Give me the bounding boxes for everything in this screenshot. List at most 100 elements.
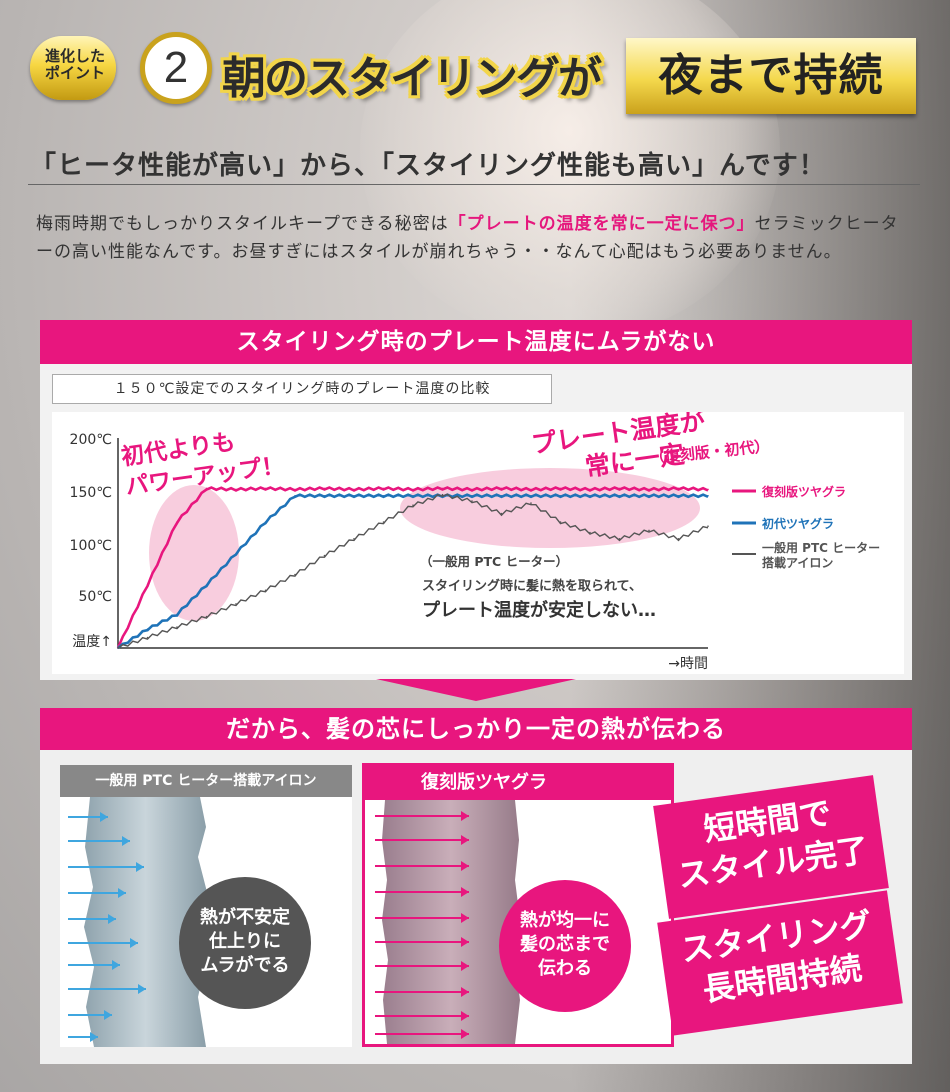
series-1-point-20	[707, 494, 709, 497]
arrowhead-4	[108, 914, 116, 924]
series-line-2	[117, 493, 709, 649]
lead-text-1: 梅雨時期でもしっかりスタイルキープできる秘密は	[36, 214, 449, 234]
y-tick-150: 150℃	[70, 485, 112, 501]
series-1-point-13	[500, 494, 503, 497]
ptc-bubble	[179, 877, 311, 1009]
ptc-bubble-text: 熱が不安定仕上りにムラがでる	[200, 906, 290, 976]
revival-bubble	[499, 880, 631, 1012]
series-2-point-19	[677, 538, 680, 540]
badge-number: 2	[140, 32, 212, 104]
series-0-point-9	[382, 487, 385, 490]
heat-section-title: だから、髪の芯にしっかり一定の熱が伝わる	[40, 708, 912, 750]
arrowhead-8	[461, 1011, 469, 1021]
series-0-point-19	[677, 487, 680, 490]
arrowhead-0	[100, 812, 108, 822]
arrowhead-2	[136, 862, 144, 872]
series-0-point-4	[235, 488, 237, 491]
y-tick-50: 50℃	[78, 589, 112, 605]
series-0-point-5	[264, 487, 267, 490]
arrowhead-8	[104, 1010, 112, 1020]
series-0-point-16	[589, 488, 591, 491]
series-2-point-11	[441, 493, 444, 496]
series-0-point-3	[205, 487, 208, 490]
right-highlight-ellipse	[400, 468, 700, 548]
arrowhead-5	[130, 938, 138, 948]
arrowhead-2	[461, 861, 469, 871]
subheading-divider	[28, 184, 920, 185]
series-2-point-0	[117, 647, 119, 649]
arrowhead-3	[461, 887, 469, 897]
series-1-point-14	[530, 494, 532, 497]
series-1-point-17	[618, 494, 621, 497]
chart-caption: １５０℃設定でのスタイリング時のプレート温度の比較	[52, 374, 552, 404]
down-arrow	[376, 679, 576, 701]
hair-strand-gray	[84, 797, 207, 1047]
series-1-point-10	[412, 494, 414, 497]
series-2-point-18	[648, 529, 650, 532]
series-0-point-10	[412, 488, 414, 491]
ptc-note-2: スタイリング時に髪に熱を取られて、	[422, 578, 642, 594]
series-2-point-20	[707, 525, 709, 527]
series-0-point-2	[176, 521, 178, 523]
series-1-point-1	[146, 628, 149, 630]
series-2-point-4	[235, 603, 237, 605]
ptc-note-1: （一般用 PTC ヒーター）	[420, 554, 568, 569]
series-0-point-14	[530, 488, 532, 491]
ptc-card: 一般用 PTC ヒーター搭載アイロン 熱が不安定仕上りにムラがでる	[60, 765, 352, 1047]
subheading: 「ヒータ性能が高い」から、「スタイリング性能も高い」んです！	[30, 151, 826, 181]
series-1-point-18	[648, 494, 650, 497]
ptc-hair-illustration: 熱が不安定仕上りにムラがでる	[68, 797, 311, 1047]
series-layer	[116, 486, 709, 649]
series-0-point-13	[500, 487, 503, 490]
series-1-point-9	[382, 494, 385, 497]
series-2-point-5	[264, 589, 267, 592]
series-2-point-12	[471, 500, 473, 502]
left-highlight-ellipse	[149, 485, 239, 621]
series-2-point-13	[500, 512, 503, 515]
x-axis-label: →時間	[668, 656, 708, 672]
series-2-point-14	[530, 502, 532, 504]
evolution-badge	[30, 36, 116, 100]
headline-highlight: 夜まで持続	[658, 50, 884, 101]
series-2-point-8	[353, 538, 355, 540]
revival-hair-illustration: 熱が均一に髪の芯まで伝わる	[375, 800, 631, 1044]
lead-text-2: セラミックヒーターの高い性能なんです。お昼すぎにはスタイルが崩れちゃう・・なんて…	[36, 214, 899, 262]
series-0-point-15	[559, 487, 562, 490]
series-2-point-7	[323, 554, 326, 557]
pink-arrows	[375, 811, 469, 1039]
legend-revival: 復刻版ツヤグラ	[761, 484, 846, 499]
revival-card: 復刻版ツヤグラ 熱が均一に髪の芯まで伝わる	[362, 763, 674, 1047]
arrowhead-6	[461, 961, 469, 971]
arrowhead-1	[122, 836, 130, 846]
series-0-point-18	[648, 488, 650, 491]
series-2-point-1	[146, 636, 149, 639]
arrowhead-9	[90, 1032, 98, 1042]
y-axis-label: 温度↑	[72, 634, 112, 650]
revival-bubble-text: 熱が均一に髪の芯まで伝わる	[519, 909, 610, 979]
series-1-point-8	[353, 494, 355, 497]
ptc-note-3: プレート温度が安定しない…	[422, 599, 656, 621]
lead-paragraph: 梅雨時期でもしっかりスタイルキープできる秘密は「プレートの温度を常に一定に保つ」…	[36, 210, 916, 266]
arrowhead-4	[461, 913, 469, 923]
series-2-point-3	[205, 615, 208, 618]
series-1-point-2	[176, 613, 178, 616]
series-2-point-9	[382, 521, 385, 523]
arrowhead-3	[118, 888, 126, 898]
blue-arrows	[68, 812, 146, 1042]
arrowhead-7	[138, 984, 146, 994]
temperature-chart: 200℃ 150℃ 100℃ 50℃ 温度↑ →時間 復刻版ツヤグラ 初代ツヤグ…	[52, 412, 904, 674]
series-1-point-3	[205, 584, 208, 586]
y-tick-100: 100℃	[70, 538, 112, 554]
series-0-point-20	[707, 488, 709, 491]
series-1-point-16	[589, 494, 591, 497]
series-0-point-11	[441, 487, 444, 490]
series-0-point-1	[146, 584, 149, 586]
series-1-point-19	[677, 494, 680, 497]
headline: 朝のスタイリングが	[222, 53, 602, 104]
chart-section-title: スタイリング時のプレート温度にムラがない	[40, 320, 912, 364]
series-line-0	[116, 486, 709, 649]
lead-highlight: 「プレートの温度を常に一定に保つ」	[448, 214, 755, 234]
series-1-point-7	[323, 494, 326, 497]
series-1-point-5	[264, 521, 267, 523]
arrowhead-6	[112, 960, 120, 970]
